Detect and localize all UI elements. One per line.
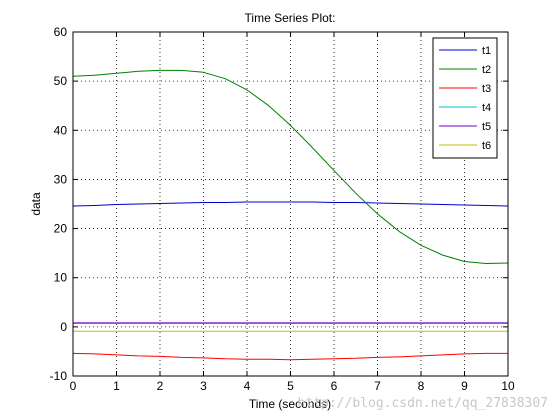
- y-tick-label: -10: [50, 369, 68, 383]
- legend-box: [432, 37, 498, 159]
- y-tick-label: 20: [54, 222, 68, 236]
- y-axis-label: data: [29, 192, 43, 216]
- x-tick-label: 5: [287, 379, 294, 393]
- y-tick-label: 60: [54, 25, 68, 39]
- x-tick-label: 0: [70, 379, 77, 393]
- y-tick-label: 10: [54, 271, 68, 285]
- series-line-t3: [72, 352, 508, 361]
- legend-label-t4: t4: [482, 102, 491, 114]
- legend-label-t5: t5: [482, 121, 491, 133]
- watermark: http://blog.csdn.net/qq_27838307: [298, 396, 548, 411]
- x-tick-label: 6: [331, 379, 338, 393]
- x-tick-label: 2: [157, 379, 164, 393]
- legend: t1 t2 t3 t4 t5 t6: [432, 37, 498, 159]
- y-tick-label: 0: [60, 320, 67, 334]
- x-tick-label: 1: [113, 379, 120, 393]
- y-tick-label: 30: [54, 172, 68, 186]
- x-tick-label: 7: [374, 379, 381, 393]
- x-axis-label: Time (seconds): [249, 397, 331, 411]
- y-tick-label: 40: [54, 123, 68, 137]
- series-lines: [72, 69, 509, 361]
- x-tick-label: 9: [461, 379, 468, 393]
- x-tick-label: 10: [501, 379, 515, 393]
- legend-label-t6: t6: [482, 140, 491, 152]
- legend-label-t1: t1: [482, 45, 491, 57]
- chart-title: Time Series Plot:: [245, 11, 336, 25]
- x-tick-label: 3: [200, 379, 207, 393]
- x-tick-label: 8: [418, 379, 425, 393]
- y-tick-label: 50: [54, 74, 68, 88]
- x-tick-label: 4: [244, 379, 251, 393]
- series-line-t1: [72, 201, 509, 207]
- legend-label-t2: t2: [482, 64, 491, 76]
- legend-label-t3: t3: [482, 83, 491, 95]
- series-line-t2: [72, 69, 509, 264]
